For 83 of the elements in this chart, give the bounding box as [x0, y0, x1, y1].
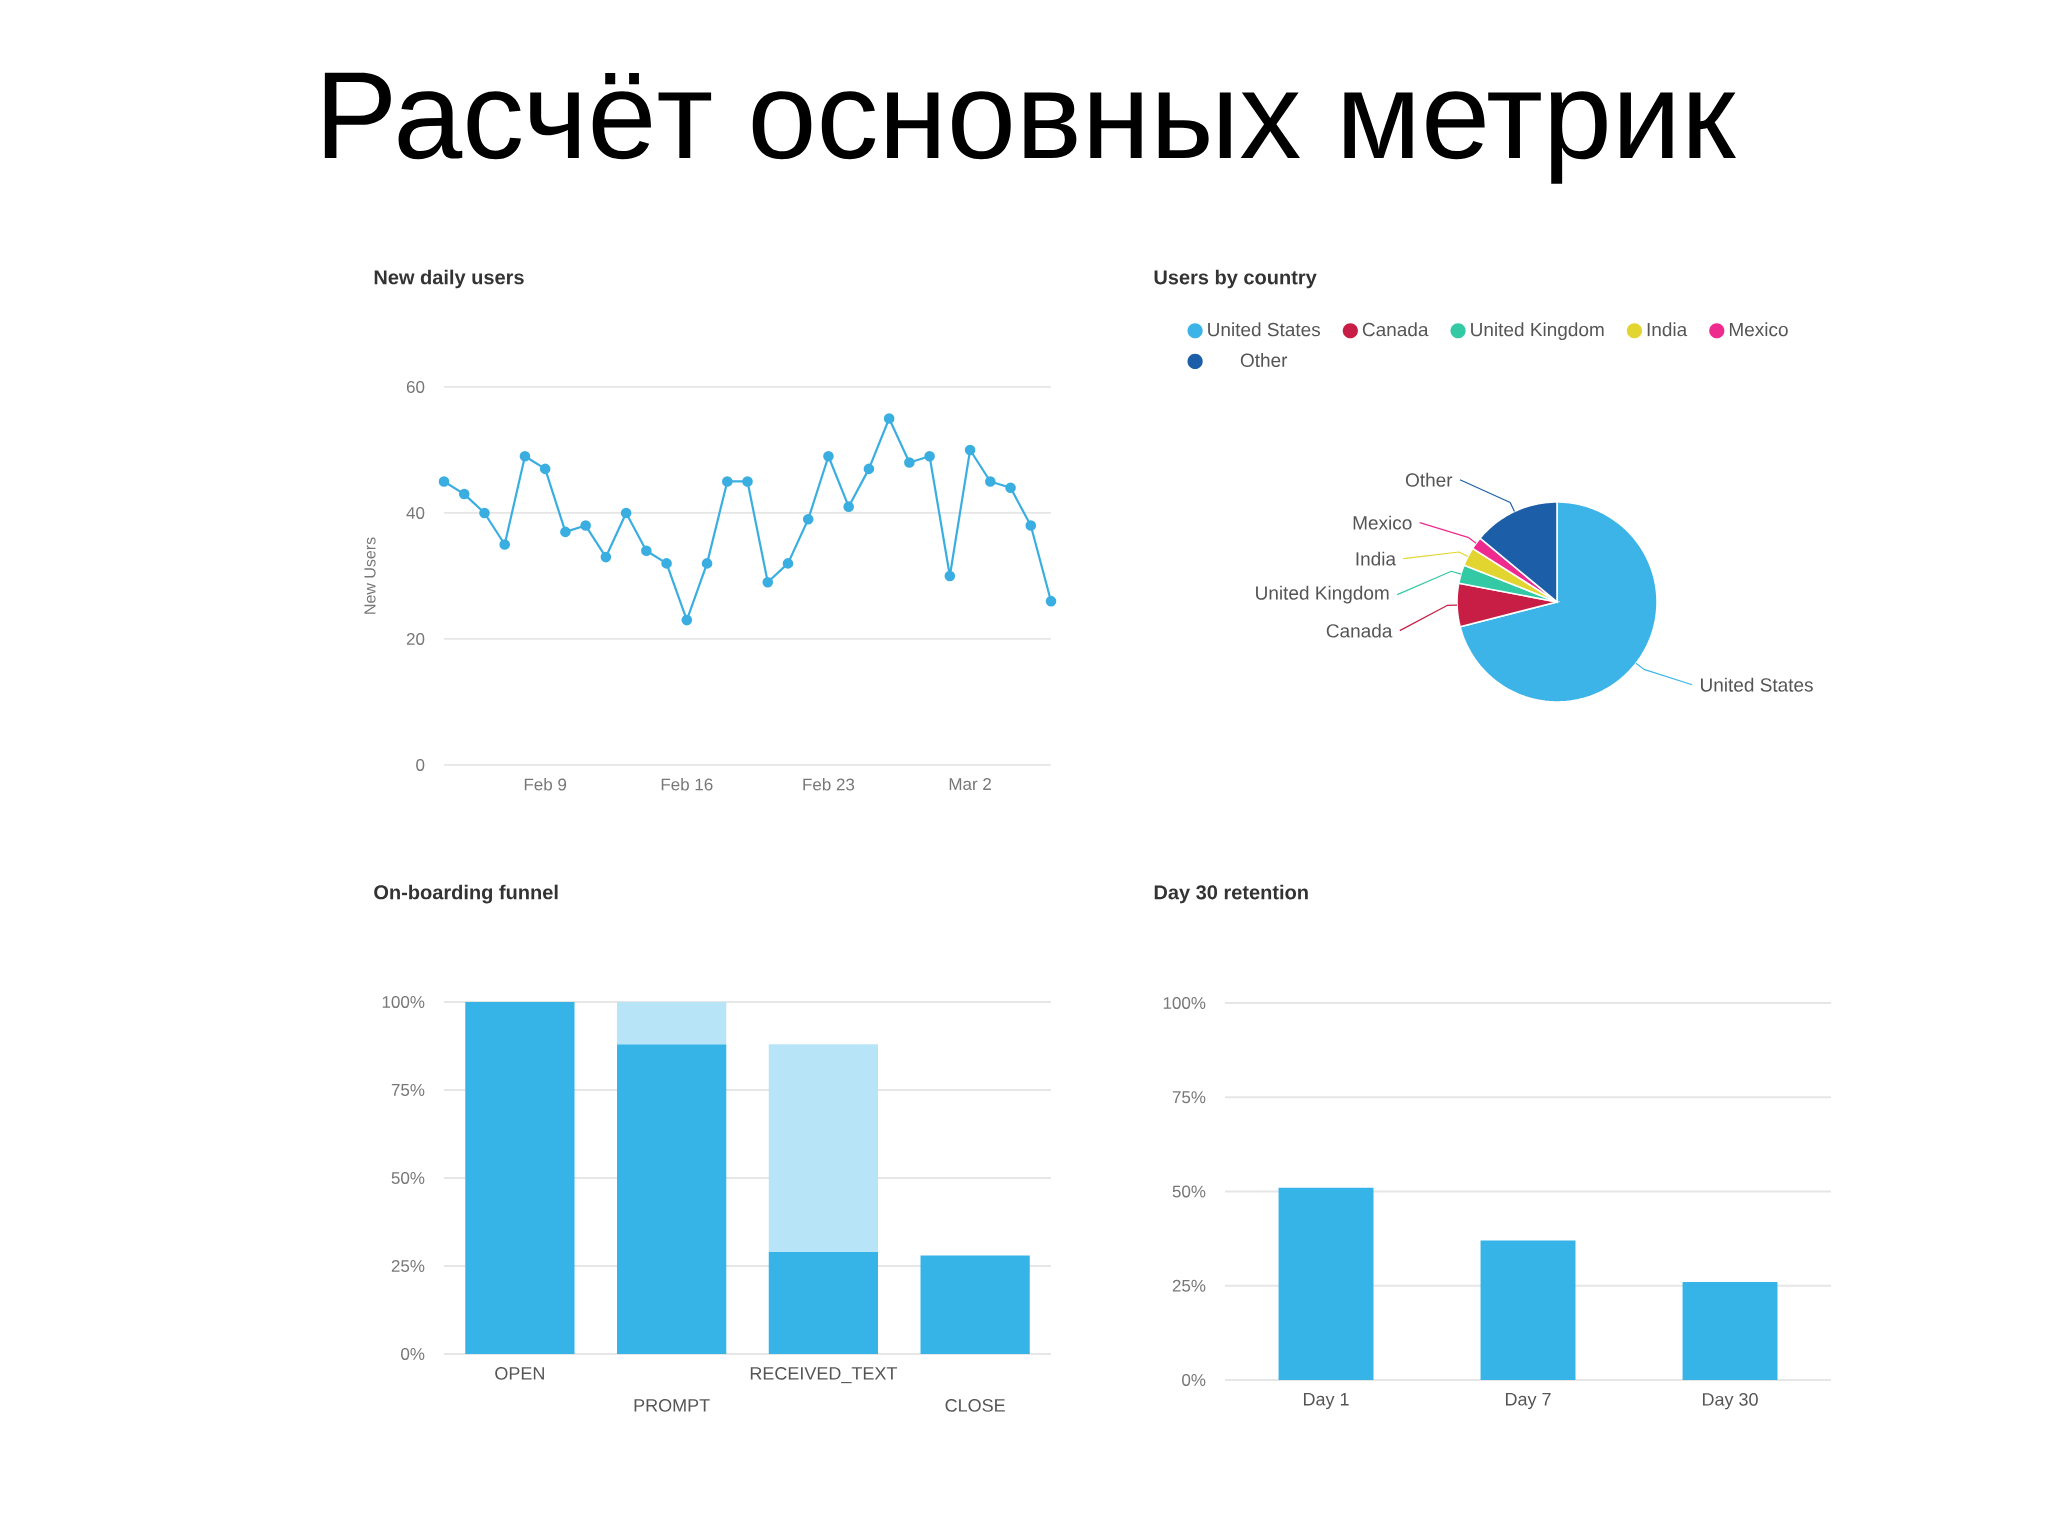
x-tick-label: Day 1 — [1303, 1393, 1349, 1410]
legend-label: India — [1647, 322, 1688, 337]
point — [883, 413, 895, 424]
legend-label: United States — [1208, 322, 1321, 337]
y-tick-label: 40 — [406, 506, 425, 519]
bar — [1682, 1281, 1778, 1380]
point — [742, 476, 753, 487]
y-tick-label: 50% — [391, 1171, 425, 1184]
chart-title: Users by country — [1154, 269, 1317, 289]
x-tick-label: Day 30 — [1702, 1393, 1758, 1410]
y-tick-label: 75% — [1172, 1091, 1206, 1104]
slice-label: Other — [1405, 472, 1453, 487]
bar — [1278, 1187, 1374, 1380]
legend-label: Canada — [1362, 322, 1429, 337]
bar — [1480, 1240, 1576, 1380]
y-tick-label: 60 — [406, 380, 425, 393]
bar — [768, 1044, 879, 1252]
point — [600, 551, 612, 563]
x-tick-label: RECEIVED_TEXT — [750, 1367, 897, 1384]
bar — [920, 1255, 1030, 1354]
legend-label: Other — [1240, 353, 1288, 368]
point — [924, 450, 935, 462]
legend-label: United Kingdom — [1471, 322, 1604, 341]
point — [458, 488, 470, 500]
legend-label: Mexico — [1729, 322, 1788, 337]
slice-label: Mexico — [1353, 515, 1412, 530]
x-tick-label: OPEN — [495, 1367, 544, 1380]
bar — [465, 1001, 575, 1354]
x-tick-label: PROMPT — [634, 1399, 710, 1412]
y-tick-label: 100% — [1163, 996, 1206, 1009]
chart-title: Day 30 retention — [1154, 884, 1308, 904]
point — [802, 513, 814, 525]
slice-label: Canada — [1326, 623, 1393, 638]
point — [641, 545, 652, 557]
bar — [768, 1251, 879, 1354]
y-tick-label: 25% — [391, 1259, 425, 1272]
point — [701, 558, 713, 569]
x-tick-label: Feb 16 — [661, 778, 713, 791]
point — [985, 476, 996, 487]
point — [782, 558, 794, 569]
y-tick-label: 25% — [1172, 1279, 1206, 1292]
point — [904, 457, 915, 468]
point — [438, 476, 450, 487]
point — [823, 450, 834, 462]
point — [479, 507, 490, 519]
y-axis-title: New Users — [364, 537, 376, 614]
point — [539, 463, 551, 475]
point — [580, 520, 591, 531]
bar — [617, 1044, 727, 1354]
point — [1005, 482, 1016, 494]
y-tick-label: 50% — [1172, 1185, 1206, 1198]
slice-label: United Kingdom — [1256, 585, 1389, 604]
slice-label: India — [1356, 551, 1397, 566]
slice-label: United States — [1701, 677, 1813, 692]
y-tick-label: 0% — [1182, 1373, 1206, 1386]
x-tick-label: Mar 2 — [949, 778, 991, 791]
y-tick-label: 20 — [406, 632, 425, 645]
y-tick-label: 0% — [401, 1347, 425, 1360]
point — [964, 444, 976, 456]
x-tick-label: Feb 23 — [803, 778, 855, 791]
point — [1045, 595, 1057, 607]
point — [863, 463, 875, 475]
point — [560, 526, 571, 538]
point — [519, 450, 531, 462]
x-tick-label: CLOSE — [945, 1399, 1005, 1412]
chart-title: New daily users — [374, 269, 524, 289]
x-tick-label: Day 7 — [1505, 1393, 1551, 1410]
point — [620, 507, 632, 519]
y-tick-label: 0 — [416, 758, 425, 771]
point — [1025, 520, 1037, 531]
point — [944, 570, 956, 582]
point — [661, 558, 672, 569]
point — [681, 614, 693, 626]
point — [843, 501, 854, 512]
x-tick-label: Feb 9 — [524, 778, 567, 791]
bar — [617, 1001, 727, 1045]
text: Расчёт основных метрик — [324, 72, 1736, 184]
y-tick-label: 75% — [391, 1084, 425, 1096]
point — [721, 476, 733, 487]
point — [762, 576, 774, 588]
y-tick-label: 100% — [382, 995, 425, 1008]
chart-title: On-boarding funnel — [374, 884, 558, 904]
point — [499, 539, 511, 550]
